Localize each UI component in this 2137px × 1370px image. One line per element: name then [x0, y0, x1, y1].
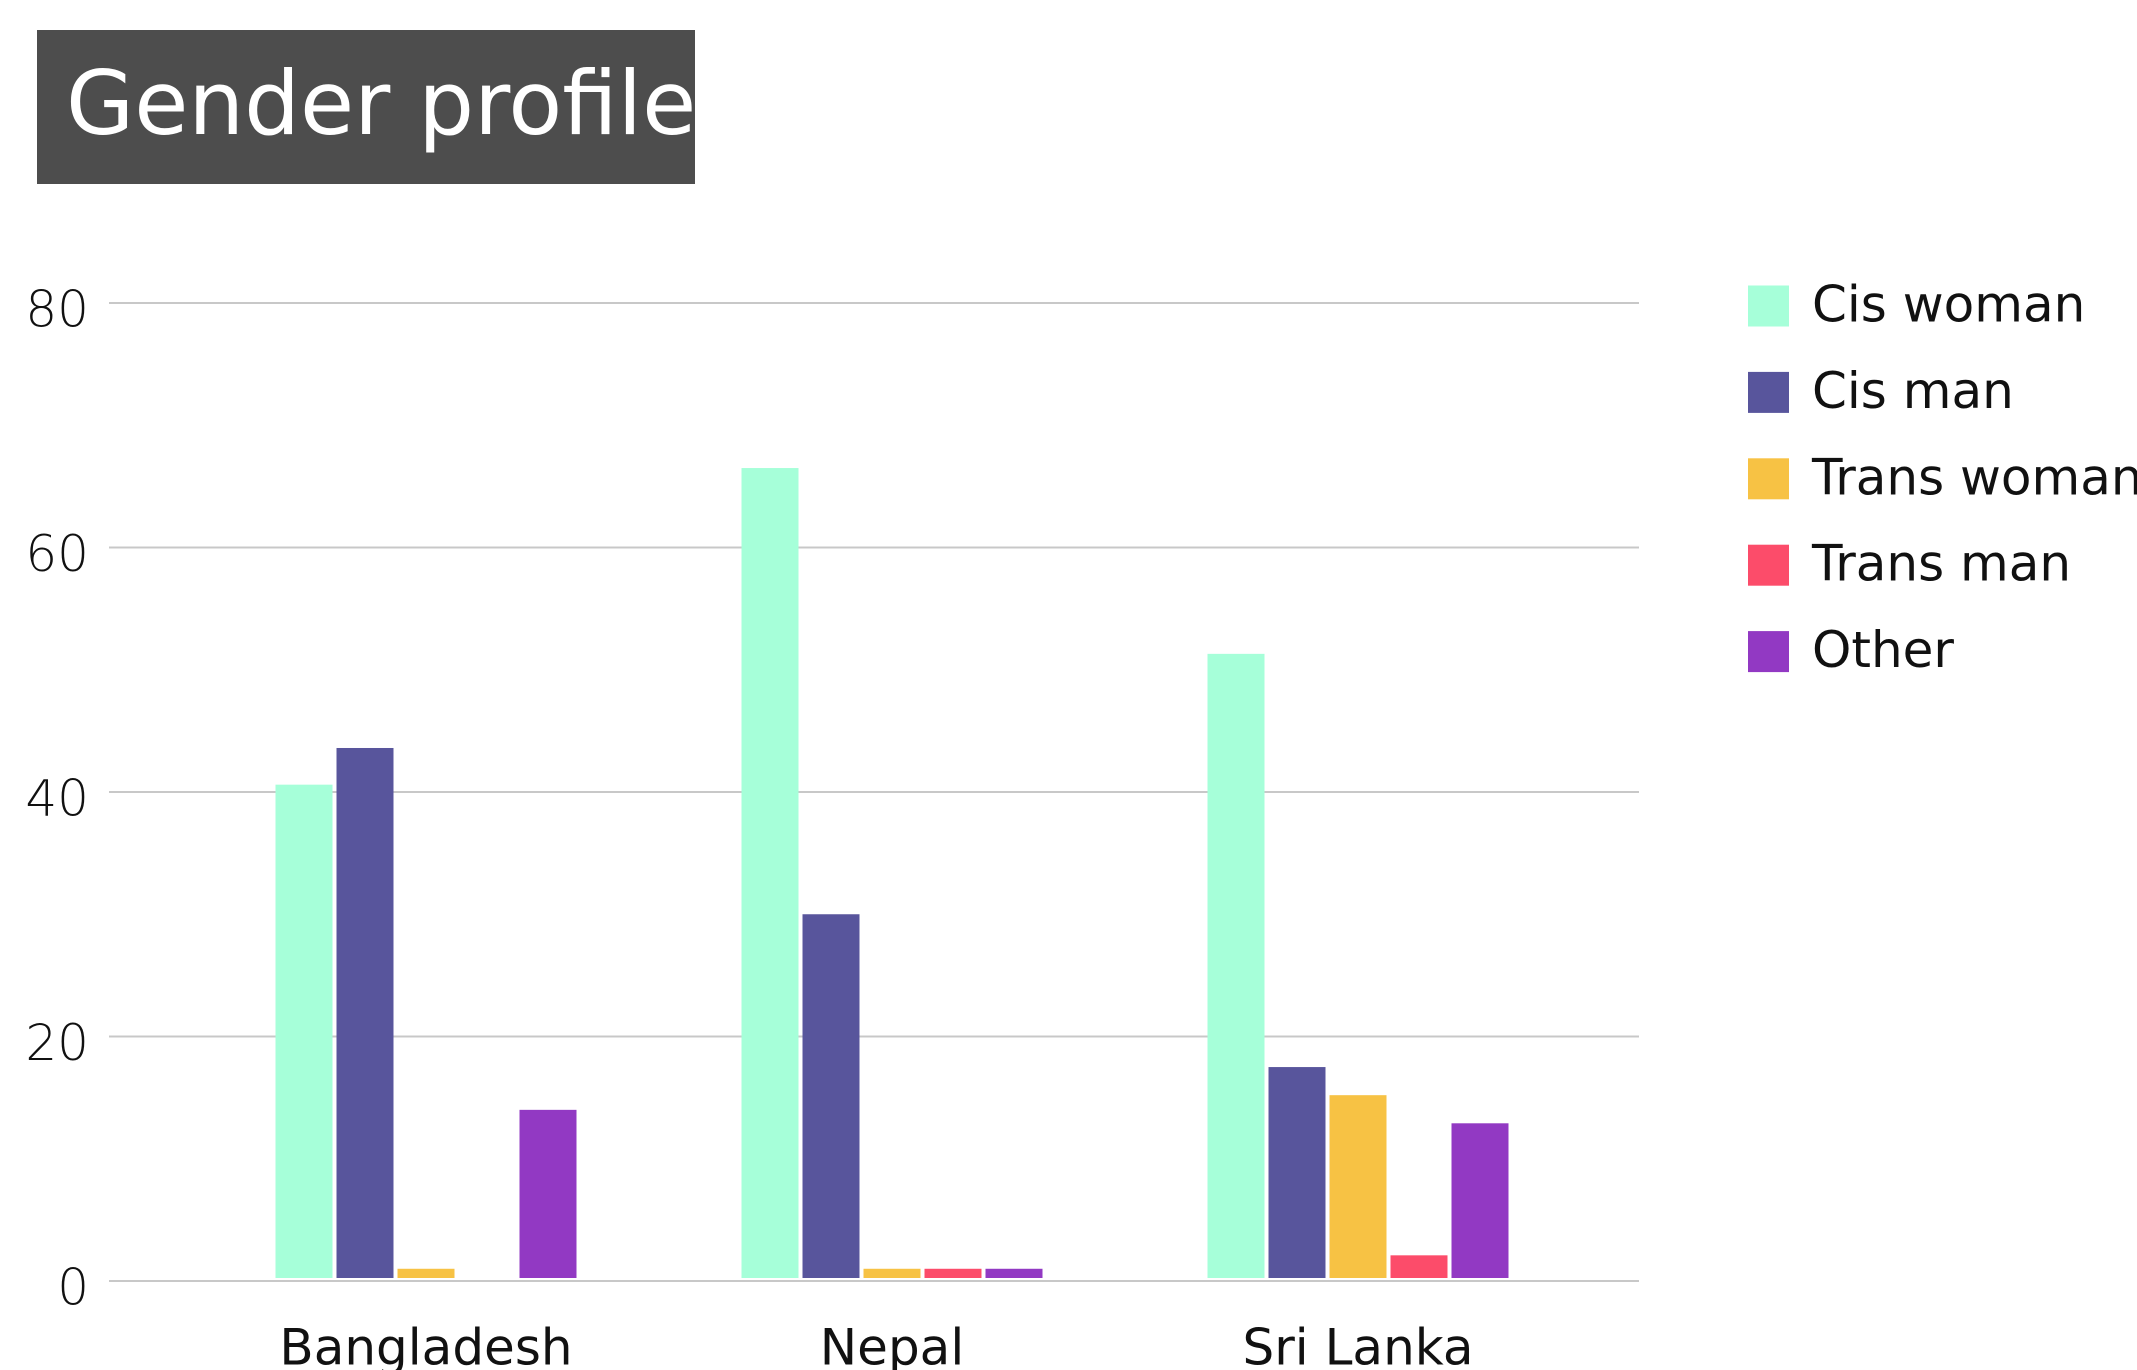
bar [1329, 1095, 1387, 1278]
bar [1207, 653, 1265, 1278]
bar [924, 1268, 982, 1278]
legend-label: Trans man [1811, 535, 2071, 593]
x-tick-label: Bangladesh [279, 1319, 572, 1370]
bar [336, 747, 394, 1278]
legend-swatch [1748, 285, 1789, 327]
legend-swatch [1748, 458, 1789, 500]
bar [741, 468, 799, 1279]
bar [1451, 1123, 1509, 1278]
bar [1268, 1067, 1326, 1278]
legend-label: Cis woman [1812, 276, 2085, 334]
y-tick-label: 0 [57, 1259, 89, 1317]
bar [802, 914, 860, 1278]
legend-swatch [1748, 631, 1789, 673]
legend-label: Cis man [1812, 362, 2014, 420]
bar [519, 1109, 577, 1278]
x-tick-label: Sri Lanka [1243, 1319, 1474, 1370]
legend-swatch [1748, 371, 1789, 413]
x-tick-label: Nepal [820, 1319, 964, 1370]
legend-label: Trans woman [1811, 448, 2137, 506]
bar [397, 1268, 455, 1278]
title-box [37, 30, 695, 184]
y-tick-label: 20 [25, 1014, 89, 1072]
y-tick-label: 80 [25, 281, 89, 339]
y-tick-label: 60 [25, 525, 89, 583]
legend-label: Other [1812, 621, 1954, 679]
bar [985, 1268, 1043, 1278]
legend-swatch [1748, 544, 1789, 586]
bar [1390, 1255, 1448, 1278]
y-tick-label: 40 [25, 770, 89, 828]
bar [863, 1268, 921, 1278]
bar [275, 784, 333, 1278]
chart-title: Gender profile [66, 52, 696, 155]
